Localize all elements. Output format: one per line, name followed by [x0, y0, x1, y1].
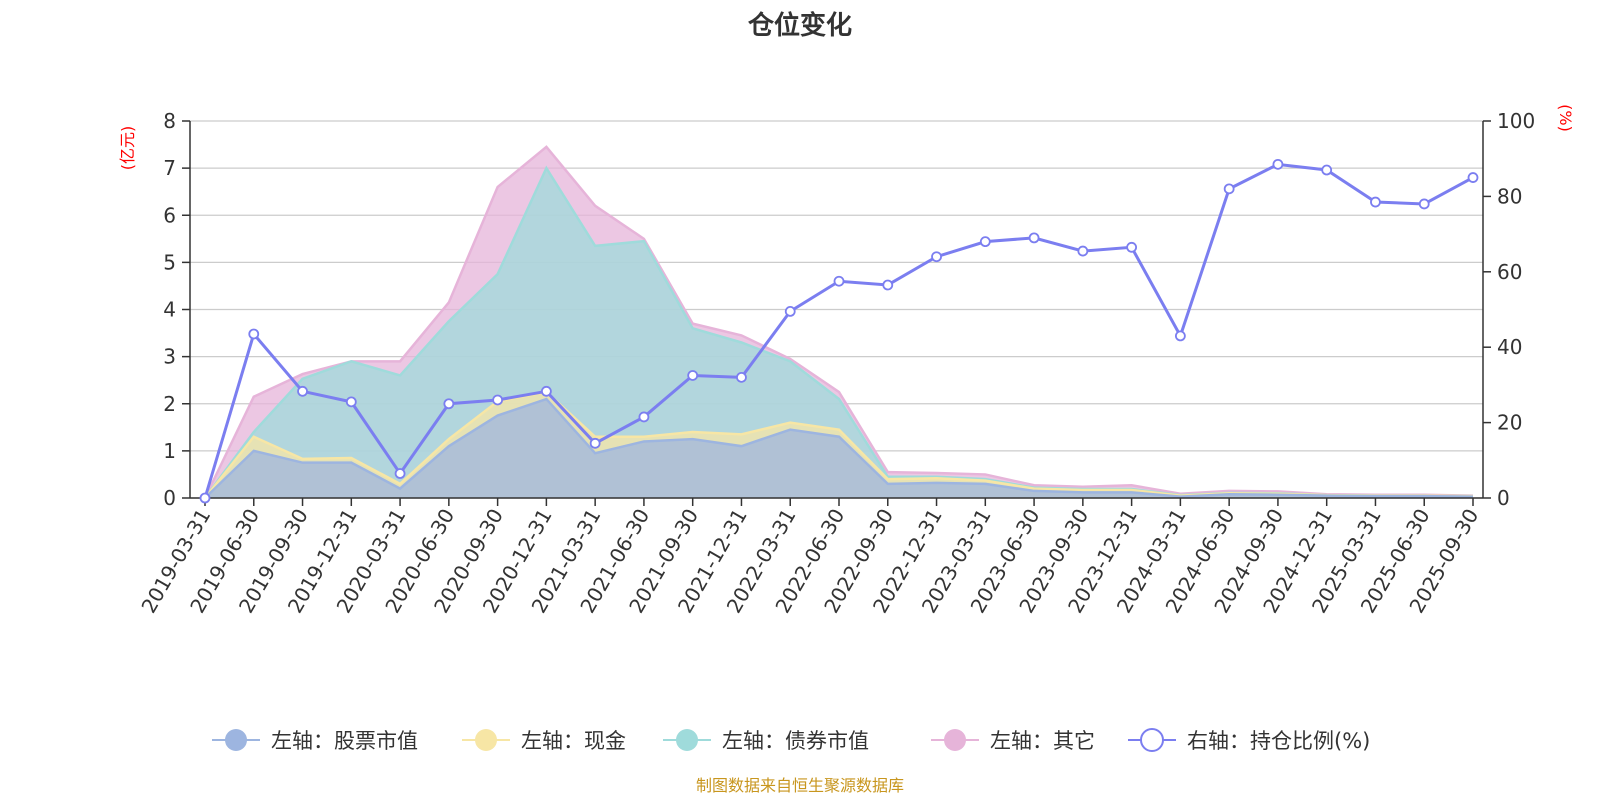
left-tick-label: 7 — [163, 156, 176, 180]
ratio-point — [1370, 196, 1381, 208]
left-tick-label: 1 — [163, 439, 176, 463]
left-tick-label: 3 — [163, 345, 176, 369]
legend-label: 左轴：现金 — [521, 729, 626, 753]
right-tick-label: 60 — [1497, 260, 1522, 284]
ratio-point — [297, 385, 308, 397]
ratio-point — [1028, 232, 1040, 244]
ratio-point — [979, 236, 991, 248]
left-tick-label: 5 — [163, 250, 176, 274]
ratio-point — [1321, 164, 1333, 176]
right-tick-label: 100 — [1497, 109, 1535, 133]
right-tick-label: 20 — [1497, 411, 1522, 435]
ratio-point — [492, 394, 504, 406]
left-tick-label: 6 — [163, 203, 176, 227]
left-tick-label: 0 — [163, 486, 176, 510]
legend-marker — [944, 729, 966, 751]
ratio-point — [687, 370, 699, 381]
legend-label: 左轴：债券市值 — [722, 729, 869, 753]
left-tick-label: 4 — [163, 298, 176, 322]
area-edge — [204, 397, 1474, 499]
ratio-point — [443, 398, 455, 410]
area-edge — [203, 145, 1474, 499]
legend-label: 左轴：股票市值 — [271, 729, 418, 753]
ratio-point — [882, 279, 894, 291]
ratio-point — [833, 275, 845, 287]
ratio-point — [1272, 158, 1284, 170]
ratio-point — [1418, 198, 1430, 210]
right-tick-label: 0 — [1497, 486, 1510, 510]
legend-label: 右轴：持仓比例(%) — [1187, 729, 1370, 753]
legend-marker — [1140, 728, 1164, 752]
chart-title: 仓位变化 — [747, 10, 852, 41]
source-note: 制图数据来自恒生聚源数据库 — [696, 776, 904, 795]
ratio-point — [1174, 330, 1186, 342]
left-axis-unit: (亿元) — [118, 126, 137, 171]
ratio-point — [931, 251, 942, 263]
ratio-point — [736, 371, 747, 383]
ratio-point — [589, 437, 601, 449]
ratio-point — [199, 492, 211, 504]
ratio-point — [1077, 245, 1089, 257]
ratio-point — [1223, 183, 1235, 195]
right-axis-unit: (%) — [1556, 104, 1575, 132]
left-tick-label: 2 — [163, 392, 176, 416]
ratio-point — [1467, 172, 1479, 183]
ratio-point — [394, 468, 406, 479]
ratio-point — [1126, 241, 1138, 253]
left-tick-label: 8 — [163, 109, 176, 133]
stacked-areas — [203, 145, 1474, 499]
legend-marker — [225, 729, 247, 751]
ratio-point — [784, 305, 796, 317]
ratio-point — [345, 396, 357, 408]
area-左轴：股票市值 — [205, 399, 1473, 498]
ratio-line — [199, 158, 1479, 504]
ratio-point — [248, 328, 260, 340]
legend-marker — [475, 729, 497, 751]
right-tick-label: 40 — [1497, 335, 1522, 359]
right-tick-label: 80 — [1497, 184, 1522, 208]
ratio-point — [540, 385, 552, 397]
legend: 左轴：股票市值 左轴：现金 左轴：债券市值 左轴：其它 右轴：持仓比例(%) — [212, 728, 1370, 753]
legend-marker — [676, 729, 698, 751]
ratio-point — [638, 411, 650, 423]
legend-label: 左轴：其它 — [990, 729, 1095, 753]
